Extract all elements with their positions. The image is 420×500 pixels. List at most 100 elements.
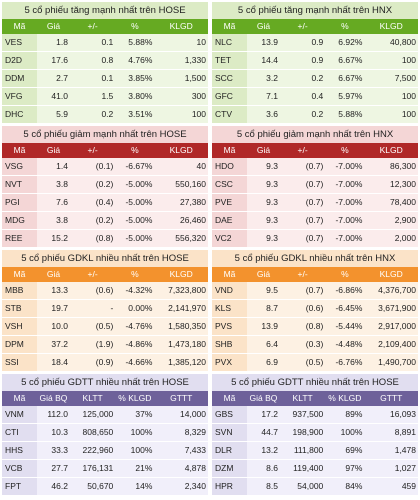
stock-symbol[interactable]: GFC [212, 87, 248, 106]
table-cell: 9.3 [247, 175, 280, 194]
table-row[interactable]: VCB 27.7 176,131 21% 4,878 [2, 459, 208, 478]
table-row[interactable]: TET 14.4 0.9 6.67% 100 [212, 51, 418, 70]
table-cell: 112.0 [37, 406, 70, 424]
table-row[interactable]: DDM 2.7 0.1 3.85% 1,500 [2, 69, 208, 88]
table-cell: 100 [364, 87, 418, 106]
stock-symbol[interactable]: HDO [212, 158, 248, 176]
table-row[interactable]: DZM 8.6 119,400 97% 1,027 [212, 459, 418, 478]
table-row[interactable]: VNM 112.0 125,000 37% 14,000 [2, 406, 208, 424]
column-header: Giá BQ [247, 391, 280, 406]
table-row[interactable]: MBB 13.3 (0.6) -4.32% 7,323,800 [2, 282, 208, 300]
stock-symbol[interactable]: CTV [212, 105, 248, 124]
stock-symbol[interactable]: CSC [212, 175, 248, 194]
stock-symbol[interactable]: PGI [2, 193, 38, 212]
stock-symbol[interactable]: GBS [212, 406, 248, 424]
table-row[interactable]: PVS 13.9 (0.8) -5.44% 2,917,000 [212, 317, 418, 336]
stock-symbol[interactable]: VCB [2, 459, 38, 478]
column-header: Giá BQ [37, 391, 70, 406]
stock-symbol[interactable]: VC2 [212, 229, 248, 248]
table-cell: 4,878 [154, 459, 208, 478]
stock-symbol[interactable]: SHB [212, 335, 248, 354]
table-row[interactable]: DLR 13.2 111,800 69% 1,478 [212, 441, 418, 460]
stock-symbol[interactable]: NLC [212, 34, 248, 52]
stock-symbol[interactable]: VNM [2, 406, 38, 424]
table-row[interactable]: PVX 6.9 (0.5) -6.76% 1,490,700 [212, 353, 418, 372]
stock-symbol[interactable]: SSI [2, 353, 38, 372]
table-cell: 2,900 [364, 211, 418, 230]
stock-symbol[interactable]: DPM [2, 335, 38, 354]
stock-symbol[interactable]: TET [212, 51, 248, 70]
table-row[interactable]: HDO 9.3 (0.7) -7.00% 86,300 [212, 158, 418, 176]
top-volume-hnx-panel: 5 cổ phiếu GDKL nhiều nhất trên HNX Mã Giá… [212, 250, 418, 372]
stock-symbol[interactable]: PVS [212, 317, 248, 336]
table-row[interactable]: HHS 33.3 222,960 100% 7,433 [2, 441, 208, 460]
table-row[interactable]: VSH 10.0 (0.5) -4.76% 1,580,350 [2, 317, 208, 336]
table-row[interactable]: SSI 18.4 (0.9) -4.66% 1,385,120 [2, 353, 208, 372]
stock-symbol[interactable]: VND [212, 282, 248, 300]
stock-symbol[interactable]: VSG [2, 158, 38, 176]
stock-symbol[interactable]: NVT [2, 175, 38, 194]
table-row[interactable]: GBS 17.2 937,500 89% 16,093 [212, 406, 418, 424]
column-header: GTTT [154, 391, 208, 406]
stock-symbol[interactable]: PVX [212, 353, 248, 372]
table-row[interactable]: SHB 6.4 (0.3) -4.48% 2,109,400 [212, 335, 418, 354]
table-row[interactable]: PGI 7.6 (0.4) -5.00% 27,380 [2, 193, 208, 212]
table-cell: 7.6 [37, 193, 70, 212]
stock-symbol[interactable]: SCC [212, 69, 248, 88]
stock-symbol[interactable]: FPT [2, 477, 38, 496]
table-cell: -5.00% [115, 211, 155, 230]
stock-symbol[interactable]: VES [2, 34, 38, 52]
table-row[interactable]: CTV 3.6 0.2 5.88% 100 [212, 105, 418, 124]
table-row[interactable]: PVE 9.3 (0.7) -7.00% 78,400 [212, 193, 418, 212]
table-row[interactable]: DPM 37.2 (1.9) -4.86% 1,473,180 [2, 335, 208, 354]
stock-symbol[interactable]: HHS [2, 441, 38, 460]
stock-symbol[interactable]: VSH [2, 317, 38, 336]
stock-symbol[interactable]: VFG [2, 87, 38, 106]
stock-symbol[interactable]: DDM [2, 69, 38, 88]
table-cell: -4.86% [115, 335, 155, 354]
table-row[interactable]: FPT 46.2 50,670 14% 2,340 [2, 477, 208, 496]
table-row[interactable]: VSG 1.4 (0.1) -6.67% 40 [2, 158, 208, 176]
table-cell: (0.6) [69, 282, 116, 300]
table-row[interactable]: STB 19.7-0.00% 2,141,970 [2, 299, 208, 318]
stock-symbol[interactable]: D2D [2, 51, 38, 70]
table-row[interactable]: SVN 44.7 198,900 100% 8,891 [212, 423, 418, 442]
table-row[interactable]: VES 1.8 0.1 5.88% 10 [2, 34, 208, 52]
table-row[interactable]: GFC 7.1 0.4 5.97% 100 [212, 87, 418, 106]
table-cell: 10 [154, 34, 208, 52]
stock-symbol[interactable]: CTI [2, 423, 38, 442]
table-row[interactable]: VND 9.5 (0.7) -6.86% 4,376,700 [212, 282, 418, 300]
column-header: Mã [212, 267, 248, 282]
table-row[interactable]: CSC 9.3 (0.7) -7.00% 12,300 [212, 175, 418, 194]
column-header: % [115, 19, 155, 34]
stock-symbol[interactable]: PVE [212, 193, 248, 212]
stock-symbol[interactable]: DHC [2, 105, 38, 124]
table-row[interactable]: DHC 5.9 0.2 3.51% 100 [2, 105, 208, 124]
table-row[interactable]: REE 15.2 (0.8) -5.00% 556,320 [2, 229, 208, 248]
table-cell: 97% [325, 459, 365, 478]
stock-symbol[interactable]: REE [2, 229, 38, 248]
table-row[interactable]: SCC 3.2 0.2 6.67% 7,500 [212, 69, 418, 88]
stock-symbol[interactable]: MBB [2, 282, 38, 300]
table-row[interactable]: HPR 8.5 54,000 84% 459 [212, 477, 418, 496]
stock-symbol[interactable]: SVN [212, 423, 248, 442]
stock-symbol[interactable]: DLR [212, 441, 248, 460]
table-cell: - [69, 299, 116, 318]
stock-symbol[interactable]: MDG [2, 211, 38, 230]
table-row[interactable]: VFG 41.0 1.5 3.80% 300 [2, 87, 208, 106]
stock-symbol[interactable]: KLS [212, 299, 248, 318]
table-row[interactable]: CTI 10.3 808,650 100% 8,329 [2, 423, 208, 442]
stock-symbol[interactable]: DAE [212, 211, 248, 230]
table-row[interactable]: MDG 3.8 (0.2) -5.00% 26,460 [2, 211, 208, 230]
table-row[interactable]: KLS 8.7 (0.6) -6.45% 3,671,900 [212, 299, 418, 318]
table-row[interactable]: DAE 9.3 (0.7) -7.00% 2,900 [212, 211, 418, 230]
table-row[interactable]: NLC 13.9 0.9 6.92% 40,800 [212, 34, 418, 52]
table-row[interactable]: NVT 3.8 (0.2) -5.00% 550,160 [2, 175, 208, 194]
table-row[interactable]: D2D 17.6 0.8 4.76% 1,330 [2, 51, 208, 70]
table-row[interactable]: VC2 9.3 (0.7) -7.00% 2,000 [212, 229, 418, 248]
column-header: Mã [212, 19, 248, 34]
stock-symbol[interactable]: DZM [212, 459, 248, 478]
table-cell: 13.9 [247, 317, 280, 336]
stock-symbol[interactable]: STB [2, 299, 38, 318]
stock-symbol[interactable]: HPR [212, 477, 248, 496]
